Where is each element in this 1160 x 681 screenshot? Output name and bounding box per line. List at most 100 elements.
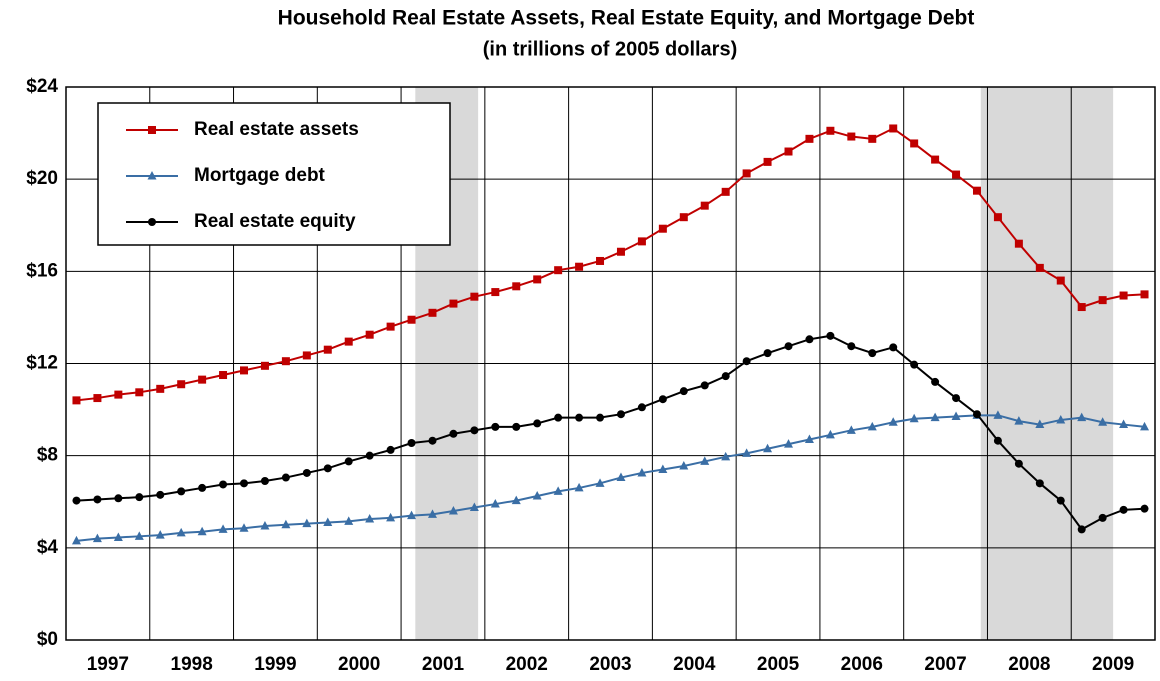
marker — [386, 445, 395, 454]
marker — [658, 395, 667, 404]
marker — [952, 394, 961, 403]
marker — [847, 132, 856, 141]
marker — [198, 483, 207, 492]
x-tick-label: 2007 — [924, 654, 966, 675]
marker — [784, 439, 794, 448]
x-tick-label: 2009 — [1092, 654, 1134, 675]
marker — [931, 155, 940, 164]
marker — [155, 530, 165, 539]
marker — [1119, 291, 1128, 300]
marker — [804, 434, 814, 444]
marker — [763, 157, 772, 166]
marker — [867, 421, 877, 431]
legend-label: Mortgage debt — [194, 165, 326, 186]
marker — [972, 186, 981, 195]
marker — [511, 495, 521, 505]
marker — [575, 413, 584, 422]
marker — [616, 410, 625, 419]
marker — [533, 275, 542, 284]
marker — [889, 343, 898, 352]
marker — [114, 390, 123, 399]
x-tick-label: 2001 — [422, 654, 465, 675]
marker — [868, 349, 877, 358]
y-tick-label: $20 — [26, 168, 58, 189]
marker — [113, 532, 123, 541]
y-tick-label: $0 — [37, 629, 58, 650]
marker — [700, 381, 709, 390]
marker — [553, 486, 563, 495]
marker — [826, 126, 835, 135]
chart-subtitle: (in trillions of 2005 dollars) — [483, 38, 738, 60]
marker — [574, 482, 584, 492]
x-tick-label: 1998 — [171, 654, 213, 675]
marker — [386, 512, 396, 522]
marker — [1119, 505, 1128, 514]
marker — [532, 490, 542, 500]
marker — [260, 477, 269, 486]
marker — [470, 292, 479, 301]
x-tick-label: 2005 — [757, 654, 800, 675]
plot-border — [65, 86, 1156, 641]
marker — [868, 134, 877, 143]
y-tick-label: $4 — [37, 537, 59, 558]
marker — [365, 451, 374, 460]
marker — [616, 247, 625, 256]
x-tick-label: 1997 — [87, 654, 129, 675]
marker — [596, 413, 605, 422]
marker — [889, 124, 898, 133]
marker — [1014, 239, 1023, 248]
marker — [239, 523, 249, 532]
marker — [197, 526, 207, 536]
marker — [323, 517, 333, 526]
marker — [1014, 459, 1023, 468]
marker — [365, 514, 375, 523]
marker — [1035, 479, 1044, 488]
marker — [1119, 419, 1129, 429]
series-line — [76, 414, 1145, 542]
legend-label: Real estate equity — [194, 211, 356, 232]
marker — [679, 213, 688, 222]
marker — [365, 330, 374, 339]
marker — [637, 237, 646, 246]
marker — [763, 349, 772, 358]
marker — [1056, 414, 1066, 424]
marker — [302, 468, 311, 477]
marker — [72, 496, 81, 505]
marker — [595, 478, 605, 487]
marker — [1140, 421, 1150, 431]
legend-marker — [147, 171, 157, 180]
marker — [721, 187, 730, 196]
legend-marker — [148, 126, 156, 134]
marker — [1077, 525, 1086, 534]
chart-title: Household Real Estate Assets, Real Estat… — [278, 7, 975, 30]
marker — [386, 322, 395, 331]
marker — [910, 139, 919, 148]
x-tick-label: 2000 — [338, 654, 380, 675]
marker — [1098, 417, 1108, 426]
marker — [721, 372, 730, 381]
marker — [1056, 496, 1065, 505]
marker — [805, 335, 814, 344]
marker — [679, 461, 689, 470]
marker — [344, 516, 354, 525]
marker — [281, 357, 290, 366]
marker — [784, 342, 793, 351]
marker — [448, 505, 458, 515]
marker — [721, 451, 731, 461]
marker — [637, 467, 647, 477]
marker — [512, 282, 521, 291]
marker — [93, 495, 102, 504]
marker — [281, 473, 290, 482]
marker — [71, 535, 81, 545]
legend-label: Real estate assets — [194, 119, 359, 140]
marker — [1140, 504, 1149, 513]
marker — [218, 524, 228, 533]
marker — [826, 331, 835, 340]
marker — [344, 457, 353, 466]
marker — [1077, 412, 1087, 422]
marker — [972, 410, 981, 419]
marker — [469, 502, 479, 512]
marker — [1014, 416, 1024, 425]
marker — [427, 509, 437, 518]
